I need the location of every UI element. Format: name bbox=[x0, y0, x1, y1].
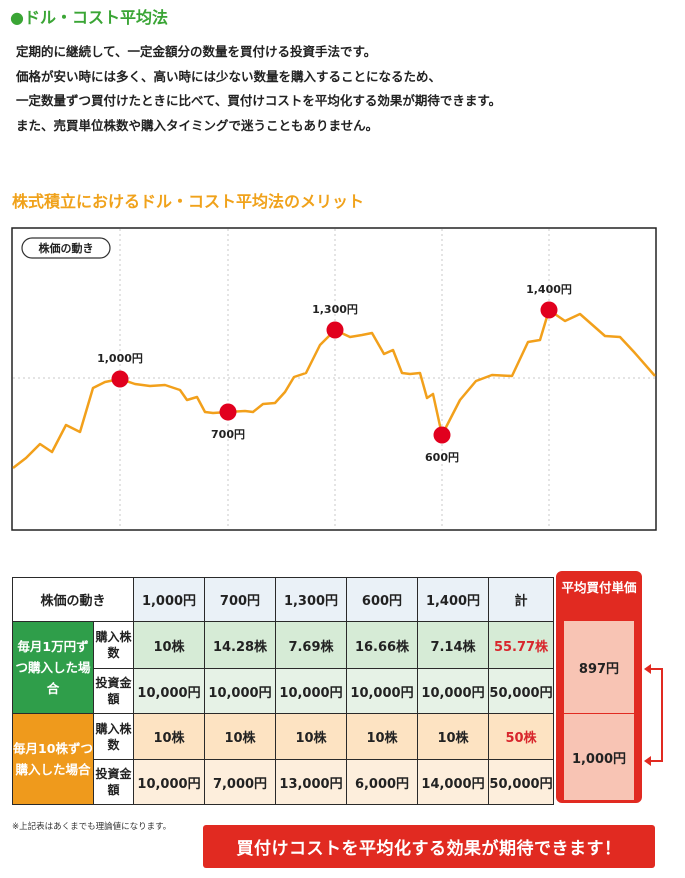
group-label-fixed-amount: 毎月1万円ずつ購入した場合 bbox=[12, 621, 94, 714]
table-header-price: 700円 bbox=[204, 577, 276, 622]
average-price-value: 897円 bbox=[564, 621, 634, 713]
average-price-box: 平均買付単価 897円 1,000円 bbox=[556, 571, 642, 803]
average-price-title: 平均買付単価 bbox=[561, 580, 637, 595]
intro-line: 一定数量ずつ買付けたときに比べて、買付けコストを平均化する効果が期待できます。 bbox=[16, 93, 502, 108]
table-cell: 10株 bbox=[133, 713, 205, 760]
table-cell: 10,000円 bbox=[204, 668, 276, 714]
table-total-cell: 50株 bbox=[488, 713, 554, 760]
table-header-label: 株価の動き bbox=[12, 577, 134, 622]
compare-arrow-head bbox=[644, 756, 651, 766]
table-total-cell: 50,000円 bbox=[488, 759, 554, 805]
table-cell: 6,000円 bbox=[346, 759, 418, 805]
table-cell: 10株 bbox=[133, 621, 205, 669]
intro-line: 価格が安い時には多く、高い時には少ない数量を購入することになるため、 bbox=[16, 68, 442, 84]
table-cell: 7,000円 bbox=[204, 759, 276, 805]
table-header-price: 600円 bbox=[346, 577, 418, 622]
table-total-cell: 55.77株 bbox=[488, 621, 554, 669]
table-note: ※上記表はあくまでも理論値になります。 bbox=[12, 822, 172, 832]
compare-arrow-head bbox=[644, 664, 651, 674]
page-title: ●ドル・コスト平均法 bbox=[10, 8, 168, 27]
section-subtitle: 株式積立におけるドル・コスト平均法のメリット bbox=[12, 192, 365, 211]
table-total-cell: 50,000円 bbox=[488, 668, 554, 714]
compare-arrow-line bbox=[646, 668, 663, 762]
row-sub-label: 投資金額 bbox=[93, 668, 134, 714]
average-price-value: 1,000円 bbox=[564, 714, 634, 800]
row-sub-label: 購入株数 bbox=[93, 621, 134, 669]
table-cell: 14,000円 bbox=[417, 759, 489, 805]
table-header-price: 1,300円 bbox=[275, 577, 347, 622]
table-header-price: 1,000円 bbox=[133, 577, 205, 622]
table-cell: 7.14株 bbox=[417, 621, 489, 669]
table-cell: 10株 bbox=[346, 713, 418, 760]
table-cell: 10株 bbox=[417, 713, 489, 760]
table-header-total: 計 bbox=[488, 577, 554, 622]
benefit-banner: 買付けコストを平均化する効果が期待できます！ bbox=[203, 825, 655, 868]
row-sub-label: 投資金額 bbox=[93, 759, 134, 805]
intro-text: 定期的に継続して、一定金額分の数量を買付ける投資手法です。 価格が安い時には多く… bbox=[16, 40, 501, 138]
table-cell: 10,000円 bbox=[133, 668, 205, 714]
table-cell: 16.66株 bbox=[346, 621, 418, 669]
table-cell: 10株 bbox=[275, 713, 347, 760]
table-cell: 10,000円 bbox=[346, 668, 418, 714]
intro-line: また、売買単位株数や購入タイミングで迷うこともありません。 bbox=[16, 117, 379, 133]
row-sub-label: 購入株数 bbox=[93, 713, 134, 760]
intro-line: 定期的に継続して、一定金額分の数量を買付ける投資手法です。 bbox=[16, 44, 377, 59]
table-cell: 10,000円 bbox=[133, 759, 205, 805]
comparison-table: 株価の動き 1,000円 700円 1,300円 600円 1,400円 計 毎… bbox=[12, 577, 554, 805]
group-label-fixed-shares: 毎月10株ずつ購入した場合 bbox=[12, 713, 94, 805]
table-cell: 13,000円 bbox=[275, 759, 347, 805]
table-cell: 7.69株 bbox=[275, 621, 347, 669]
table-header-price: 1,400円 bbox=[417, 577, 489, 622]
